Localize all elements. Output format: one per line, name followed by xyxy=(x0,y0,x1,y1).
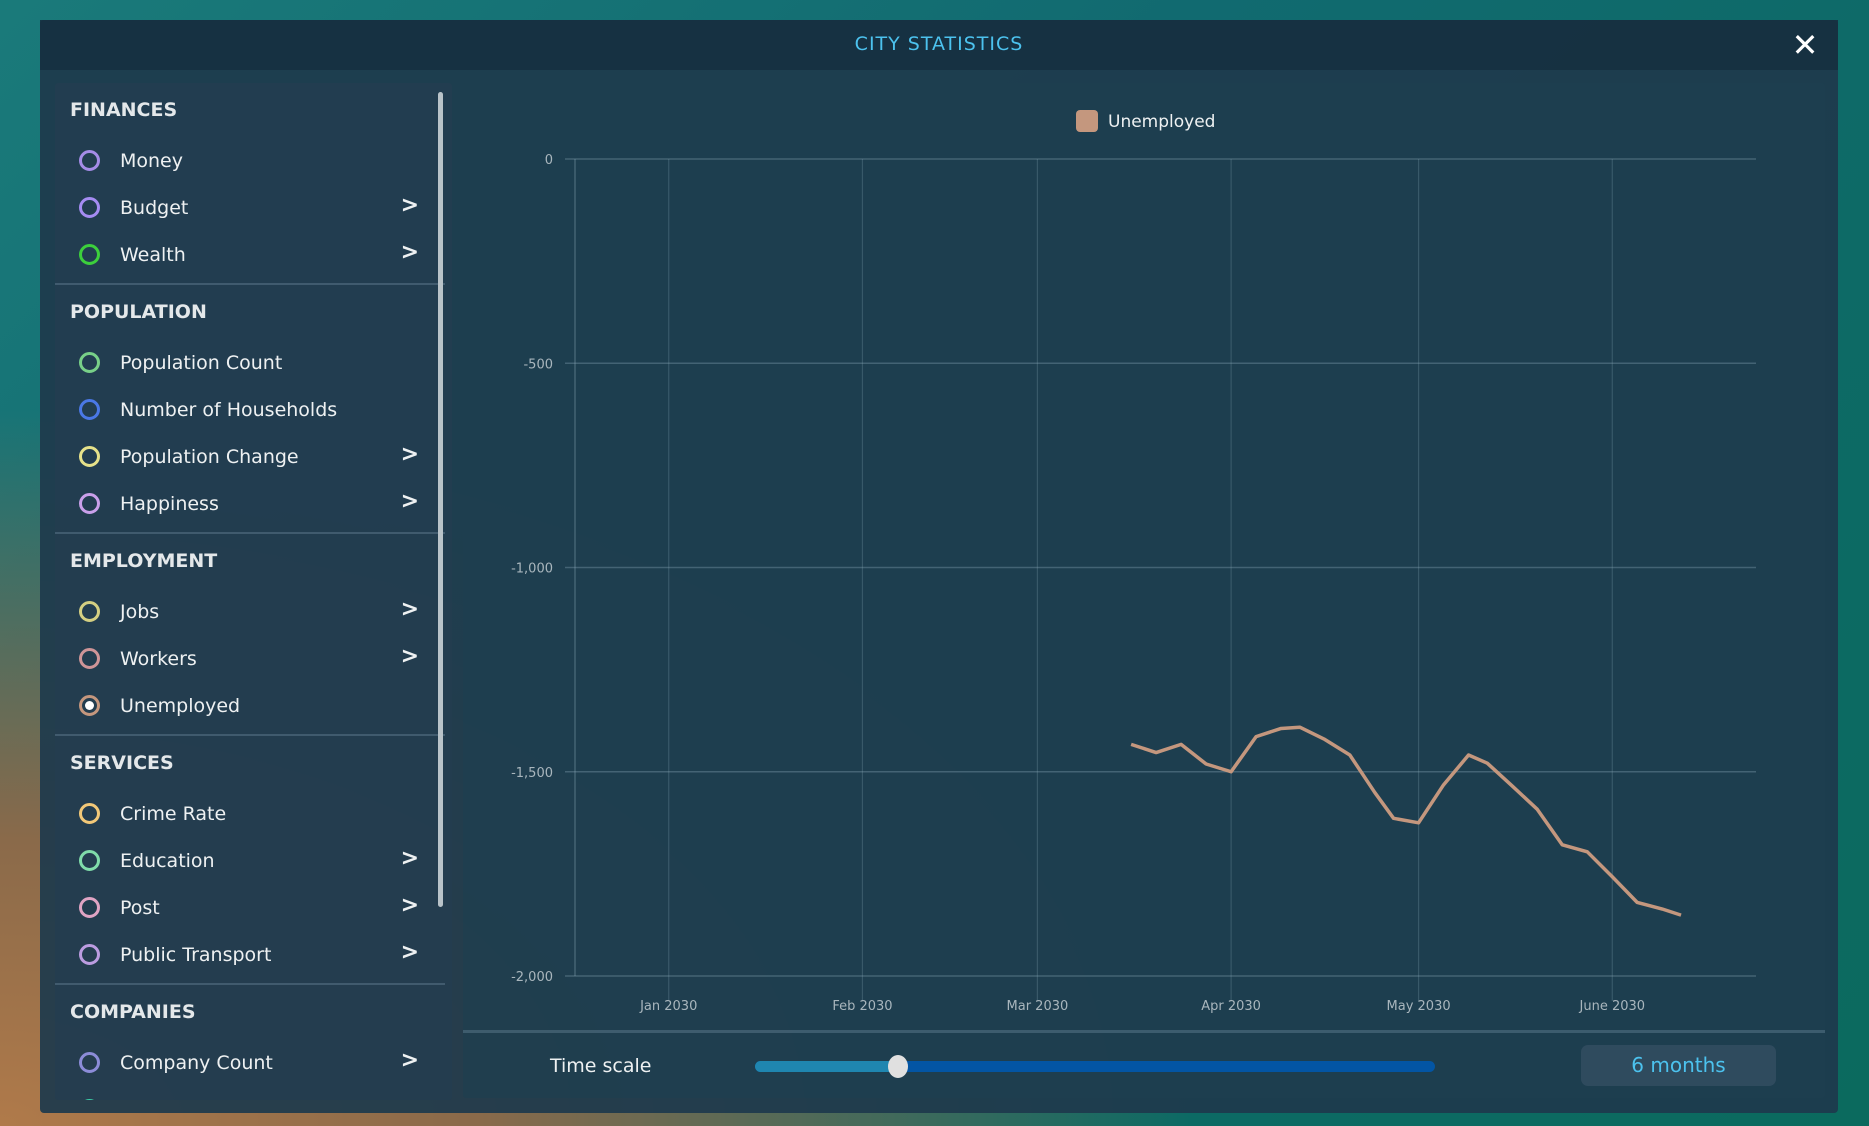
sidebar-item-label: Education xyxy=(120,849,215,872)
sidebar-item-label: Number of Households xyxy=(120,398,338,421)
x-tick-label: Mar 2030 xyxy=(1007,999,1069,1014)
chart-panel: 0 -500 -1,000 -1,500 -2,000 Jan 2030 Feb 2030 M… xyxy=(463,83,1825,1098)
radio-selected-icon[interactable] xyxy=(79,695,100,716)
radio-icon[interactable] xyxy=(79,803,100,824)
sidebar-item-number-of-households[interactable]: Number of Households xyxy=(55,386,445,433)
footer-divider xyxy=(463,1030,1825,1033)
radio-icon[interactable] xyxy=(79,150,100,171)
chevron-right-icon[interactable]: > xyxy=(400,893,419,918)
chevron-right-icon[interactable]: > xyxy=(400,644,419,669)
sidebar-item-label: Trade Value xyxy=(120,1099,230,1101)
sidebar-item-budget[interactable]: Budget > xyxy=(55,184,445,231)
sidebar-item-label: Post xyxy=(120,896,160,919)
section-services: SERVICES Crime Rate Education > Post > P… xyxy=(55,736,445,985)
sidebar-item-trade-value[interactable]: Trade Value > xyxy=(55,1086,445,1100)
section-employment: EMPLOYMENT Jobs > Workers > Unemployed xyxy=(55,534,445,736)
radio-icon[interactable] xyxy=(79,446,100,467)
sidebar-item-label: Wealth xyxy=(120,243,186,266)
sidebar-item-company-count[interactable]: Company Count > xyxy=(55,1039,445,1086)
y-tick-label: -1,000 xyxy=(511,562,553,577)
radio-icon[interactable] xyxy=(79,1099,100,1100)
legend-label: Unemployed xyxy=(1108,112,1215,132)
slider-thumb[interactable] xyxy=(887,1055,908,1078)
sidebar-item-label: Public Transport xyxy=(120,943,272,966)
sidebar-item-label: Budget xyxy=(120,196,189,219)
title-bar: CITY STATISTICS ✕ xyxy=(40,20,1838,70)
sidebar-item-wealth[interactable]: Wealth > xyxy=(55,231,445,278)
chevron-right-icon[interactable]: > xyxy=(401,1095,419,1100)
y-tick-label: -2,000 xyxy=(511,970,553,985)
sidebar-item-money[interactable]: Money xyxy=(55,137,445,184)
sidebar-item-label: Happiness xyxy=(120,492,219,515)
y-tick-label: -500 xyxy=(523,357,553,372)
sidebar-item-label: Money xyxy=(120,149,183,172)
sidebar-item-population-change[interactable]: Population Change > xyxy=(55,433,445,480)
sidebar-item-public-transport[interactable]: Public Transport > xyxy=(55,931,445,978)
sidebar-item-unemployed[interactable]: Unemployed xyxy=(55,682,445,729)
x-tick-label: Jan 2030 xyxy=(639,999,697,1014)
sidebar-item-population-count[interactable]: Population Count xyxy=(55,339,445,386)
radio-icon[interactable] xyxy=(79,1052,100,1073)
close-icon[interactable]: ✕ xyxy=(1791,26,1819,64)
chevron-right-icon[interactable]: > xyxy=(400,940,419,965)
time-scale-slider[interactable] xyxy=(755,1055,1435,1078)
legend-swatch xyxy=(1076,110,1098,132)
radio-icon[interactable] xyxy=(79,944,100,965)
sidebar-item-label: Jobs xyxy=(120,600,160,623)
sidebar-scrollbar[interactable] xyxy=(438,92,443,907)
radio-icon[interactable] xyxy=(79,352,100,373)
section-header: COMPANIES xyxy=(70,1001,196,1023)
window-title: CITY STATISTICS xyxy=(854,33,1024,55)
unemployed-line-chart: 0 -500 -1,000 -1,500 -2,000 Jan 2030 Feb 2030 M… xyxy=(511,110,1756,1014)
y-tick-label: 0 xyxy=(545,153,553,168)
chevron-right-icon[interactable]: > xyxy=(400,442,419,467)
section-finances: FINANCES Money Budget > Wealth > xyxy=(55,83,445,285)
time-scale-label: Time scale xyxy=(550,1055,652,1077)
sidebar-item-post[interactable]: Post > xyxy=(55,884,445,931)
radio-icon[interactable] xyxy=(79,197,100,218)
x-tick-label: Feb 2030 xyxy=(832,999,892,1014)
x-tick-label: June 2030 xyxy=(1579,999,1646,1014)
section-header: EMPLOYMENT xyxy=(70,550,218,572)
chevron-right-icon[interactable]: > xyxy=(400,489,419,514)
sidebar-item-happiness[interactable]: Happiness > xyxy=(55,480,445,527)
chevron-right-icon[interactable]: > xyxy=(400,240,419,265)
series-line-unemployed xyxy=(1130,725,1682,917)
x-tick-label: May 2030 xyxy=(1387,999,1451,1014)
radio-icon[interactable] xyxy=(79,244,100,265)
radio-icon[interactable] xyxy=(79,897,100,918)
chevron-right-icon[interactable]: > xyxy=(400,846,419,871)
sidebar-item-label: Crime Rate xyxy=(120,802,227,825)
sidebar-item-education[interactable]: Education > xyxy=(55,837,445,884)
sidebar-item-label: Company Count xyxy=(120,1051,273,1074)
section-companies: COMPANIES Company Count > Trade Value > xyxy=(55,985,445,1100)
sidebar-item-label: Population Change xyxy=(120,445,299,468)
chevron-right-icon[interactable]: > xyxy=(400,1048,419,1073)
radio-icon[interactable] xyxy=(79,850,100,871)
section-population: POPULATION Population Count Number of Ho… xyxy=(55,285,445,534)
y-tick-label: -1,500 xyxy=(511,766,553,781)
radio-icon[interactable] xyxy=(79,493,100,514)
sidebar-item-crime-rate[interactable]: Crime Rate xyxy=(55,790,445,837)
city-statistics-window: CITY STATISTICS ✕ FINANCES Money Budget … xyxy=(40,20,1838,1113)
x-tick-label: Apr 2030 xyxy=(1201,999,1261,1014)
time-scale-value[interactable]: 6 months xyxy=(1581,1045,1776,1086)
section-header: POPULATION xyxy=(70,301,207,323)
radio-icon[interactable] xyxy=(79,648,100,669)
sidebar-item-label: Unemployed xyxy=(120,694,241,717)
slider-fill xyxy=(755,1061,898,1072)
sidebar-item-label: Population Count xyxy=(120,351,283,374)
sidebar-item-jobs[interactable]: Jobs > xyxy=(55,588,445,635)
section-header: SERVICES xyxy=(70,752,174,774)
radio-icon[interactable] xyxy=(79,601,100,622)
statistics-sidebar: FINANCES Money Budget > Wealth > POPULAT… xyxy=(55,83,452,1100)
chevron-right-icon[interactable]: > xyxy=(400,597,419,622)
sidebar-item-label: Workers xyxy=(120,647,197,670)
section-header: FINANCES xyxy=(70,99,178,121)
radio-icon[interactable] xyxy=(79,399,100,420)
sidebar-item-workers[interactable]: Workers > xyxy=(55,635,445,682)
chevron-right-icon[interactable]: > xyxy=(400,193,419,218)
